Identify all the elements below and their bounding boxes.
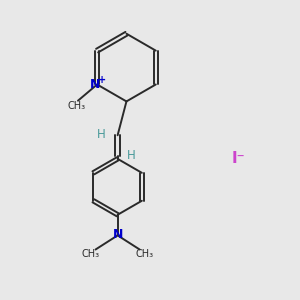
Text: N: N	[112, 228, 123, 241]
Text: CH₃: CH₃	[136, 249, 154, 259]
Text: CH₃: CH₃	[81, 249, 99, 259]
Text: +: +	[98, 75, 106, 85]
Text: I⁻: I⁻	[232, 151, 245, 166]
Text: CH₃: CH₃	[68, 101, 85, 111]
Text: N: N	[90, 78, 100, 91]
Text: H: H	[128, 148, 136, 161]
Text: H: H	[97, 128, 106, 141]
